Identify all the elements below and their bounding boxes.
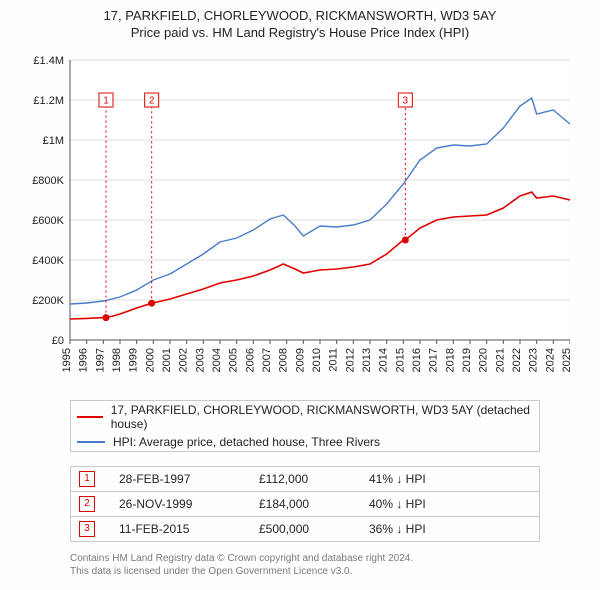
svg-text:2011: 2011: [328, 348, 340, 372]
svg-text:2002: 2002: [178, 348, 190, 372]
sales-row: 1 28-FEB-1997£112,00041% ↓ HPI: [71, 467, 539, 491]
legend-swatch: [77, 441, 105, 443]
svg-text:£1.4M: £1.4M: [33, 55, 64, 67]
svg-text:2023: 2023: [528, 348, 540, 372]
svg-text:2001: 2001: [161, 348, 173, 372]
legend-label: HPI: Average price, detached house, Thre…: [113, 435, 380, 449]
sales-date: 26-NOV-1999: [119, 497, 259, 511]
svg-text:2013: 2013: [361, 348, 373, 372]
svg-text:1999: 1999: [128, 348, 140, 372]
svg-text:1997: 1997: [94, 348, 106, 372]
sales-diff: 41% ↓ HPI: [369, 472, 531, 486]
svg-text:2020: 2020: [478, 348, 490, 372]
sales-row: 2 26-NOV-1999£184,00040% ↓ HPI: [71, 491, 539, 516]
footer-line-2: This data is licensed under the Open Gov…: [70, 565, 540, 578]
svg-text:2016: 2016: [411, 348, 423, 372]
sales-date: 28-FEB-1997: [119, 472, 259, 486]
svg-text:2006: 2006: [244, 348, 256, 372]
svg-text:2005: 2005: [228, 348, 240, 372]
sales-price: £112,000: [259, 472, 369, 486]
sales-price: £184,000: [259, 497, 369, 511]
sales-marker-3: 3: [79, 521, 95, 537]
sale-dot-1: [103, 314, 110, 321]
svg-text:2025: 2025: [561, 348, 570, 372]
svg-text:1995: 1995: [61, 348, 73, 372]
footer-line-1: Contains HM Land Registry data © Crown c…: [70, 552, 540, 565]
legend: 17, PARKFIELD, CHORLEYWOOD, RICKMANSWORT…: [70, 400, 540, 452]
legend-item: 17, PARKFIELD, CHORLEYWOOD, RICKMANSWORT…: [71, 401, 539, 433]
svg-text:2015: 2015: [394, 348, 406, 372]
title-line-2: Price paid vs. HM Land Registry's House …: [10, 25, 590, 42]
svg-text:2012: 2012: [344, 348, 356, 372]
svg-text:2018: 2018: [444, 348, 456, 372]
svg-text:£400K: £400K: [32, 255, 64, 267]
svg-text:2008: 2008: [278, 348, 290, 372]
sales-marker-2: 2: [79, 496, 95, 512]
sale-dot-2: [148, 299, 155, 306]
svg-text:1996: 1996: [78, 348, 90, 372]
legend-swatch: [77, 416, 103, 418]
svg-text:£200K: £200K: [32, 295, 64, 307]
title-line-1: 17, PARKFIELD, CHORLEYWOOD, RICKMANSWORT…: [10, 8, 590, 25]
svg-text:2007: 2007: [261, 348, 273, 372]
svg-text:£800K: £800K: [32, 175, 64, 187]
svg-text:2: 2: [149, 95, 155, 106]
figure-root: 17, PARKFIELD, CHORLEYWOOD, RICKMANSWORT…: [0, 0, 600, 590]
svg-text:2009: 2009: [294, 348, 306, 372]
svg-text:2022: 2022: [511, 348, 523, 372]
svg-text:2019: 2019: [461, 348, 473, 372]
sales-marker-1: 1: [79, 471, 95, 487]
svg-text:£1.2M: £1.2M: [33, 95, 64, 107]
line-chart: £0 £200K £400K £600K £800K £1M £1.2M £1.4M 1995 1…: [10, 50, 570, 390]
svg-text:£600K: £600K: [32, 215, 64, 227]
footer-attribution: Contains HM Land Registry data © Crown c…: [70, 552, 540, 578]
legend-item: HPI: Average price, detached house, Thre…: [71, 433, 539, 451]
svg-text:2010: 2010: [311, 348, 323, 372]
svg-text:£0: £0: [52, 335, 64, 347]
svg-text:1: 1: [103, 95, 109, 106]
svg-text:£1M: £1M: [43, 135, 64, 147]
svg-text:2003: 2003: [194, 348, 206, 372]
title-block: 17, PARKFIELD, CHORLEYWOOD, RICKMANSWORT…: [10, 8, 590, 42]
svg-text:3: 3: [403, 95, 409, 106]
svg-text:2014: 2014: [378, 348, 390, 372]
legend-label: 17, PARKFIELD, CHORLEYWOOD, RICKMANSWORT…: [111, 403, 533, 431]
chart-area: £0 £200K £400K £600K £800K £1M £1.2M £1.4M 1995 1…: [10, 50, 590, 390]
svg-text:2000: 2000: [144, 348, 156, 372]
svg-text:2024: 2024: [544, 348, 556, 372]
sale-dot-3: [402, 236, 409, 243]
sales-price: £500,000: [259, 522, 369, 536]
svg-text:1998: 1998: [111, 348, 123, 372]
sales-date: 11-FEB-2015: [119, 522, 259, 536]
sales-table: 1 28-FEB-1997£112,00041% ↓ HPI 2 26-NOV-199…: [70, 466, 540, 542]
sales-diff: 40% ↓ HPI: [369, 497, 531, 511]
sales-diff: 36% ↓ HPI: [369, 522, 531, 536]
sales-row: 3 11-FEB-2015£500,00036% ↓ HPI: [71, 516, 539, 541]
svg-text:2004: 2004: [211, 348, 223, 372]
svg-text:2017: 2017: [428, 348, 440, 372]
svg-text:2021: 2021: [494, 348, 506, 372]
